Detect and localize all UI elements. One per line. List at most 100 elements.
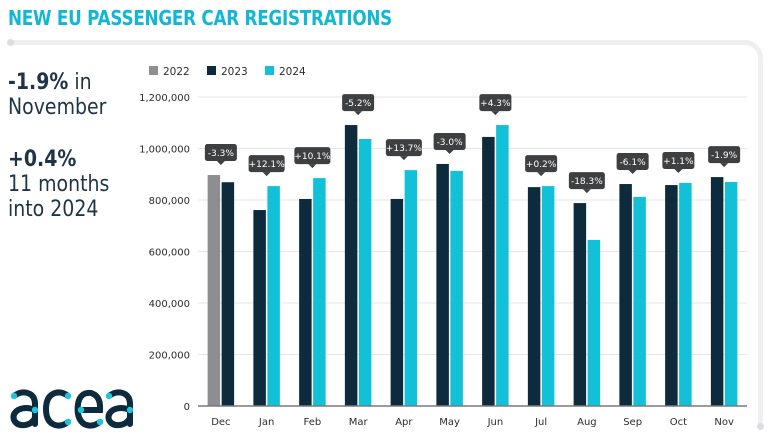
- callout-pointer: [628, 170, 637, 175]
- x-tick-label: Oct: [670, 417, 687, 428]
- annotation-callout: -1.9%: [708, 146, 741, 168]
- callout-label: -5.2%: [345, 99, 372, 109]
- callout-pointer: [445, 149, 454, 154]
- frame-dot: [757, 423, 764, 430]
- x-tick-label: Feb: [304, 417, 322, 428]
- x-tick-label: Nov: [714, 417, 734, 428]
- bar-apr-2023: [390, 198, 404, 406]
- logo-accent-dot: [96, 418, 104, 426]
- kpi-november: -1.9% in November: [8, 70, 106, 120]
- logo-e: [74, 389, 104, 429]
- y-tick-label: 1,000,000: [139, 145, 190, 156]
- y-tick-label: 0: [184, 402, 190, 413]
- x-tick-label: Jul: [534, 417, 547, 428]
- bar-jun-2024: [496, 125, 509, 406]
- callout-box: [525, 155, 558, 173]
- callout-label: -3.3%: [208, 149, 235, 159]
- logo-accent-dot: [31, 406, 39, 414]
- callout-box: [294, 147, 331, 165]
- bar-jun-2023: [482, 136, 495, 406]
- callout-pointer: [216, 161, 225, 166]
- logo-c: [42, 389, 71, 429]
- kpi-ytd-label-2: into 2024: [8, 197, 99, 222]
- annotation-callout: +1.1%: [662, 152, 695, 174]
- callout-label: -3.0%: [437, 138, 464, 148]
- annotation-callout: -5.2%: [342, 94, 375, 116]
- kpi-ytd: +0.4% 11 months into 2024: [8, 147, 109, 222]
- bar-apr-2024: [404, 170, 418, 406]
- callout-box: [479, 94, 512, 112]
- annotations: -3.3% +12.1% +10.1% -5.2% +13.7% -3.0% +4.3% +0…: [204, 94, 741, 194]
- legend-swatch-2024: [265, 66, 274, 75]
- callout-pointer: [674, 169, 683, 174]
- frame-corner: [736, 40, 763, 67]
- logo-accent-dot: [64, 392, 72, 400]
- legend: 2022 2023 2024: [149, 66, 306, 78]
- gridlines: [198, 96, 747, 355]
- y-tick-label: 400,000: [149, 299, 190, 310]
- callout-pointer: [262, 172, 271, 177]
- bar-feb-2024: [313, 178, 326, 406]
- callout-label: +1.1%: [663, 157, 694, 167]
- y-tick-label: 1,200,000: [139, 93, 190, 104]
- callout-pointer: [537, 172, 546, 177]
- bar-oct-2023: [665, 185, 678, 406]
- bars: [207, 125, 738, 406]
- bar-mar-2023: [344, 125, 358, 406]
- legend-swatch-2022: [149, 66, 158, 75]
- kpi-november-value: -1.9%: [8, 70, 69, 95]
- callout-label: -18.3%: [571, 177, 603, 187]
- logo-accent-dot: [77, 406, 85, 414]
- callout-label: -1.9%: [711, 151, 738, 161]
- x-axis-ticks: Dec Jan Feb Mar Apr May Jun Jul Aug Sep Oct Nov: [211, 417, 734, 428]
- page-title: NEW EU PASSENGER CAR REGISTRATIONS: [8, 6, 393, 30]
- annotation-callout: +4.3%: [479, 94, 512, 116]
- y-tick-label: 800,000: [149, 196, 190, 207]
- kpi-november-suffix: in: [68, 70, 92, 95]
- kpi-november-label: November: [8, 95, 107, 120]
- x-tick-label: May: [439, 417, 460, 428]
- x-tick-label: Dec: [211, 417, 230, 428]
- annotation-callout: -18.3%: [568, 172, 605, 194]
- callout-label: +10.1%: [294, 152, 331, 162]
- logo-a-bowl: [10, 405, 38, 429]
- callout-box: [433, 132, 466, 150]
- logo-a-top: [11, 389, 38, 427]
- x-tick-label: Jan: [258, 417, 274, 428]
- x-tick-label: Jun: [487, 417, 504, 428]
- bar-sep-2023: [619, 184, 632, 406]
- frame-dot: [7, 39, 14, 46]
- logo-accent-dot: [126, 406, 134, 414]
- callout-label: -6.1%: [620, 158, 647, 168]
- y-axis-ticks: 0 200,000 400,000 600,000 800,000 1,000,000 1,…: [139, 93, 190, 413]
- x-tick-label: Mar: [349, 417, 369, 428]
- logo-a2-bowl: [105, 405, 133, 429]
- callout-pointer: [399, 156, 408, 161]
- annotation-callout: +12.1%: [248, 155, 285, 177]
- callout-box: [708, 146, 741, 164]
- logo-accent-dot: [64, 418, 72, 426]
- callout-pointer: [308, 164, 317, 169]
- x-tick-label: Aug: [577, 417, 597, 428]
- callout-box: [248, 155, 285, 173]
- annotation-callout: -3.0%: [433, 132, 466, 154]
- x-tick-label: Apr: [395, 417, 413, 428]
- callout-pointer: [491, 111, 500, 116]
- bar-dec-2023: [221, 182, 235, 406]
- callout-box: [616, 153, 649, 171]
- bar-oct-2024: [679, 183, 692, 406]
- annotation-callout: -6.1%: [616, 153, 649, 175]
- legend-swatch-2023: [207, 66, 216, 75]
- legend-label-2023: 2023: [221, 66, 248, 78]
- logo-accent-dot: [105, 392, 113, 400]
- logo-a2-top: [106, 389, 133, 427]
- annotation-callout: -3.3%: [204, 144, 237, 166]
- callout-box: [662, 152, 695, 170]
- bar-aug-2023: [573, 203, 587, 406]
- callout-pointer: [720, 163, 729, 168]
- callout-pointer: [354, 111, 363, 116]
- callout-pointer: [582, 189, 591, 194]
- bar-jul-2023: [527, 187, 541, 406]
- kpi-ytd-label-1: 11 months: [8, 172, 110, 197]
